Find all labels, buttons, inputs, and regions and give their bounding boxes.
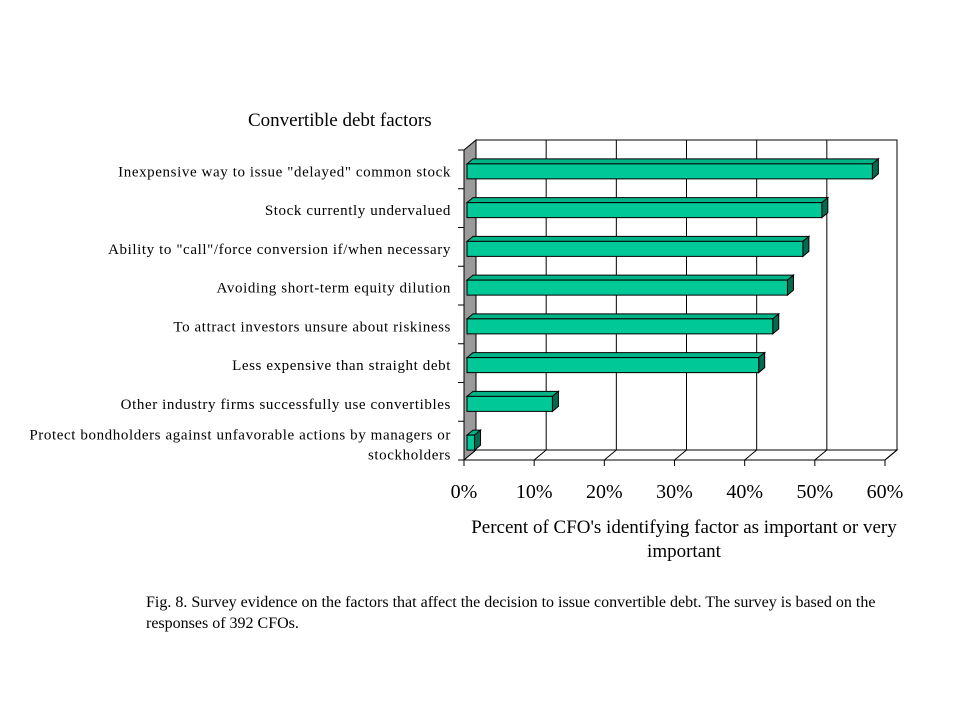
category-label: Other industry firms successfully use co…: [121, 397, 451, 413]
bar: [466, 240, 804, 257]
category-label: Ability to "call"/force conversion if/wh…: [108, 242, 451, 258]
bar-top: [465, 235, 811, 242]
x-axis-label: Percent of CFO's identifying factor as i…: [471, 517, 897, 562]
floor-gridline: [744, 449, 757, 461]
category-label: To attract investors unsure about riskin…: [173, 319, 451, 335]
bar: [466, 318, 774, 335]
floor-gridline: [884, 449, 898, 461]
x-tick-label: 60%: [867, 481, 904, 503]
bar: [466, 163, 873, 180]
figure-caption: Fig. 8. Survey evidence on the factors t…: [146, 594, 876, 632]
category-label: Less expensive than straight debt: [232, 358, 451, 374]
bar-top: [465, 352, 767, 359]
bar: [466, 202, 823, 219]
plot-side-wall: [463, 138, 477, 462]
bar: [466, 395, 553, 412]
x-tick-label: 0%: [451, 481, 478, 503]
bar: [466, 279, 788, 296]
x-tick-label: 20%: [586, 481, 623, 503]
category-label: Avoiding short-term equity dilution: [217, 281, 451, 297]
category-label: stockholders: [368, 448, 451, 464]
x-tick-label: 30%: [656, 481, 693, 503]
x-tick-label: 10%: [516, 481, 553, 503]
x-tick-label: 40%: [726, 481, 763, 503]
bar-top: [465, 158, 880, 165]
bar-top: [465, 274, 795, 281]
floor-gridline: [674, 449, 687, 461]
chart-title: Convertible debt factors: [248, 110, 432, 131]
x-tick-label: 50%: [796, 481, 833, 503]
bar-top: [465, 390, 560, 397]
floor-gridline: [533, 449, 547, 461]
bar: [466, 434, 476, 451]
bar-top: [465, 197, 830, 204]
category-label: Stock currently undervalued: [265, 203, 451, 219]
floor-gridline: [604, 449, 617, 461]
category-label: Inexpensive way to issue "delayed" commo…: [118, 164, 451, 180]
bar: [466, 357, 760, 374]
bar-top: [465, 313, 781, 320]
floor-gridline: [814, 449, 828, 461]
category-label: Protect bondholders against unfavorable …: [29, 428, 451, 444]
